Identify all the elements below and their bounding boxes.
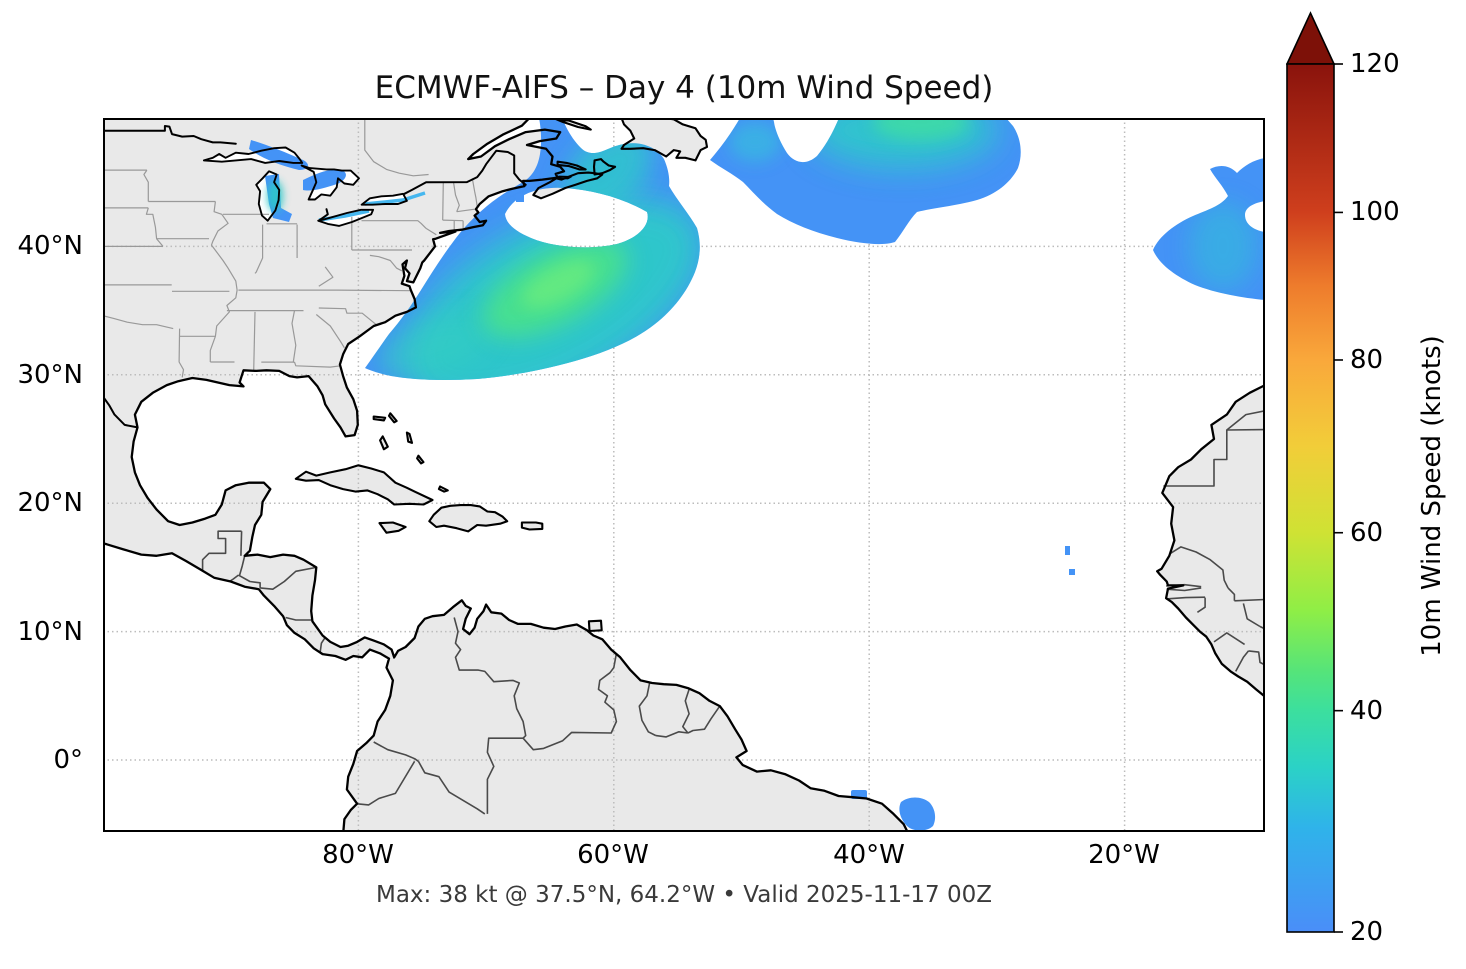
colorbar-extend-arrow	[1286, 11, 1336, 65]
ytick-40n: 40°N	[17, 231, 83, 261]
ytick-30n: 30°N	[17, 360, 83, 390]
xtick-80w: 80°W	[322, 840, 394, 870]
ytick-0: 0°	[53, 745, 83, 775]
xtick-20w: 20°W	[1088, 840, 1160, 870]
country-borders	[201, 410, 1265, 815]
cbar-tick-120: 120	[1350, 49, 1400, 79]
cbar-tick-100: 100	[1350, 197, 1400, 227]
xtick-40w: 40°W	[833, 840, 905, 870]
wind-streak-huron	[303, 169, 346, 191]
colorbar-gradient	[1286, 63, 1335, 933]
colorbar	[1286, 11, 1343, 933]
colorbar-ticks	[1334, 63, 1343, 933]
wind-speck-cape-verde-2	[1069, 569, 1075, 575]
wind-speck-cape-verde-1	[1065, 546, 1070, 555]
cbar-tick-40: 40	[1350, 696, 1384, 726]
cbar-tick-20: 20	[1350, 917, 1384, 947]
ytick-10n: 10°N	[17, 617, 83, 647]
xtick-60w: 60°W	[577, 840, 649, 870]
state-borders	[103, 118, 478, 378]
chart-title: ECMWF-AIFS – Day 4 (10m Wind Speed)	[374, 70, 994, 106]
wind-speed-map	[103, 118, 1265, 832]
map-frame	[103, 118, 1265, 832]
caption-max-valid: Max: 38 kt @ 37.5°N, 64.2°W • Valid 2025…	[375, 882, 993, 908]
cbar-tick-60: 60	[1350, 518, 1384, 548]
wind-streak-ontario	[364, 191, 426, 206]
colorbar-axis-label: 10m Wind Speed (knots)	[1417, 335, 1447, 657]
wind-blob-brazil-large	[899, 797, 936, 831]
cbar-tick-80: 80	[1350, 345, 1384, 375]
coastlines	[103, 118, 1265, 832]
map-plot-area	[103, 118, 1265, 832]
ytick-20n: 20°N	[17, 488, 83, 518]
